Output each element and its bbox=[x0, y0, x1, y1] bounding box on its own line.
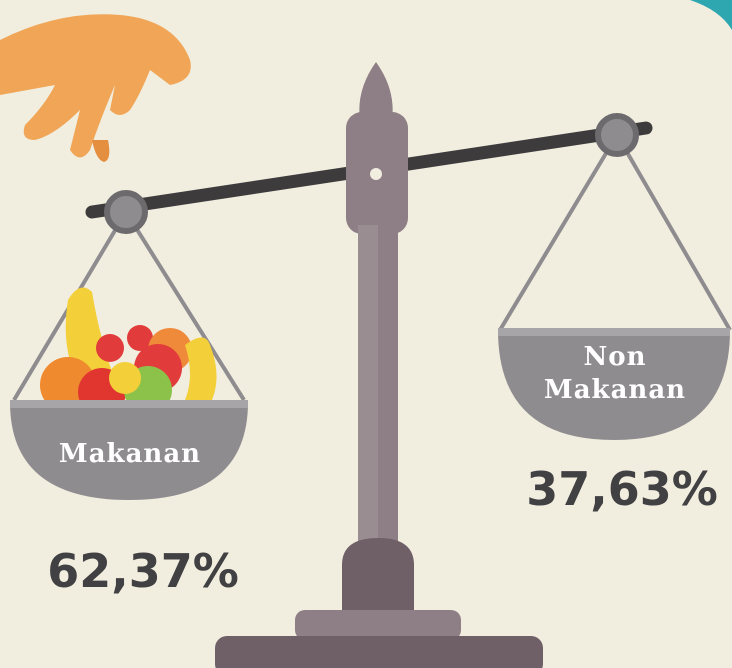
page: {"left_pan": {"label": "Makanan", "value… bbox=[0, 0, 732, 668]
left-pan-value: 62,37% bbox=[47, 544, 239, 598]
scale-illustration: Makanan 62,37% Non Makanan 37,63% bbox=[0, 0, 732, 668]
right-pivot bbox=[598, 116, 636, 154]
left-pan-label: Makanan bbox=[59, 439, 201, 469]
right-pan-label-line: Non bbox=[583, 342, 646, 372]
right-pan-value: 37,63% bbox=[526, 462, 718, 516]
pivot-hole bbox=[370, 168, 382, 180]
left-pan-rim bbox=[10, 400, 248, 408]
left-pivot bbox=[107, 193, 145, 231]
right-pan-label-line: Makanan bbox=[544, 375, 686, 405]
right-pan-rim bbox=[498, 328, 730, 336]
